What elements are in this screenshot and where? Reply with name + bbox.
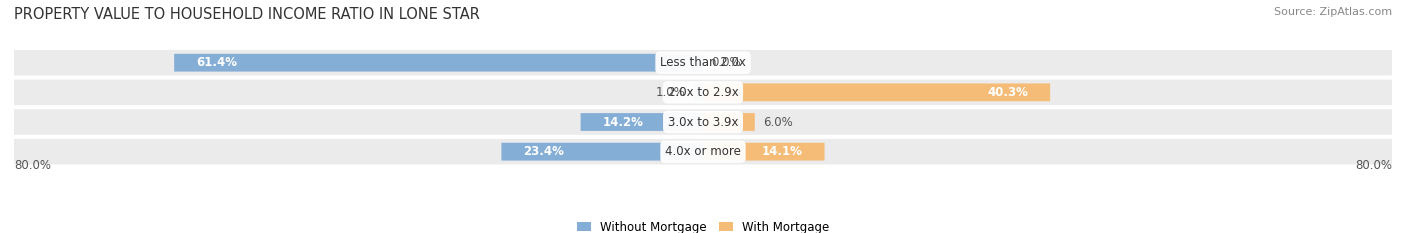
- Text: 14.1%: 14.1%: [762, 145, 803, 158]
- Legend: Without Mortgage, With Mortgage: Without Mortgage, With Mortgage: [572, 216, 834, 233]
- Text: 14.2%: 14.2%: [602, 116, 643, 129]
- Text: Less than 2.0x: Less than 2.0x: [659, 56, 747, 69]
- FancyBboxPatch shape: [703, 113, 755, 131]
- FancyBboxPatch shape: [174, 54, 703, 72]
- FancyBboxPatch shape: [703, 83, 1050, 101]
- Text: 3.0x to 3.9x: 3.0x to 3.9x: [668, 116, 738, 129]
- Text: 0.0%: 0.0%: [711, 56, 741, 69]
- Text: PROPERTY VALUE TO HOUSEHOLD INCOME RATIO IN LONE STAR: PROPERTY VALUE TO HOUSEHOLD INCOME RATIO…: [14, 7, 479, 22]
- FancyBboxPatch shape: [14, 139, 1392, 164]
- FancyBboxPatch shape: [703, 143, 824, 161]
- Text: 80.0%: 80.0%: [1355, 159, 1392, 172]
- Text: 80.0%: 80.0%: [14, 159, 51, 172]
- Text: 61.4%: 61.4%: [195, 56, 236, 69]
- FancyBboxPatch shape: [14, 109, 1392, 135]
- Text: 2.0x to 2.9x: 2.0x to 2.9x: [668, 86, 738, 99]
- Text: Source: ZipAtlas.com: Source: ZipAtlas.com: [1274, 7, 1392, 17]
- Text: 4.0x or more: 4.0x or more: [665, 145, 741, 158]
- Text: 6.0%: 6.0%: [763, 116, 793, 129]
- FancyBboxPatch shape: [695, 83, 703, 101]
- FancyBboxPatch shape: [581, 113, 703, 131]
- Text: 40.3%: 40.3%: [987, 86, 1029, 99]
- Text: 23.4%: 23.4%: [523, 145, 564, 158]
- FancyBboxPatch shape: [14, 50, 1392, 75]
- Text: 1.0%: 1.0%: [657, 86, 686, 99]
- FancyBboxPatch shape: [14, 80, 1392, 105]
- FancyBboxPatch shape: [502, 143, 703, 161]
